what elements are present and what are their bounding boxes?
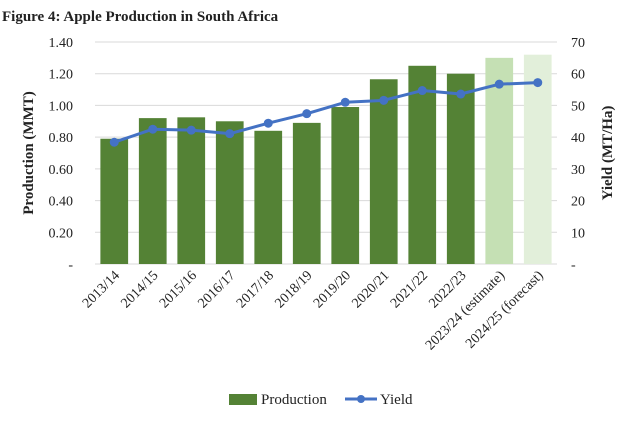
y2-tick-label: - [571, 258, 576, 273]
bar-2023/24 (estimate) [485, 57, 514, 264]
y-tick-label: 0.60 [49, 163, 74, 178]
yield-point-2018/19 [302, 109, 312, 119]
y-tick-label: - [68, 258, 73, 273]
bar-2013/14 [100, 138, 129, 264]
legend: Production Yield [229, 392, 413, 408]
y2-tick-label: 60 [571, 68, 585, 83]
x-tick-label: 2020/21 [350, 268, 393, 311]
legend-production-label: Production [261, 392, 327, 408]
x-tick-label: 2016/17 [196, 268, 239, 311]
yield-point-2023/24 (estimate) [494, 79, 504, 89]
yield-point-2013/14 [109, 137, 119, 147]
y2-tick-label: 20 [571, 195, 585, 210]
x-tick-label: 2013/14 [80, 268, 123, 311]
bar-2021/22 [408, 65, 437, 265]
yield-point-2015/16 [186, 125, 196, 135]
yield-line [113, 81, 538, 144]
yield-point-2014/15 [148, 124, 158, 134]
x-tick-label: 2018/19 [273, 268, 316, 311]
chart-title: Figure 4: Apple Production in South Afri… [2, 9, 279, 25]
bar-2016/17 [215, 121, 244, 265]
bar-2022/23 [446, 73, 475, 264]
legend-production-swatch [229, 394, 257, 405]
x-tick-label: 2015/16 [157, 268, 200, 311]
yield-point-2021/22 [417, 86, 427, 96]
y2-tick-label: 70 [571, 36, 585, 51]
bar-2015/16 [177, 117, 206, 264]
y2-tick-label: 30 [571, 163, 585, 178]
bar-2019/20 [331, 107, 360, 264]
y2-tick-label: 50 [571, 99, 585, 114]
y2-axis-label: Yield (MT/Ha) [600, 106, 616, 201]
x-tick-label: 2019/20 [311, 268, 354, 311]
yield-point-2016/17 [225, 129, 235, 139]
yield-point-2019/20 [340, 97, 350, 107]
bar-2014/15 [138, 118, 167, 264]
y2-tick-label: 40 [571, 131, 585, 146]
y-axis-label: Production (MMT) [21, 91, 37, 214]
legend-yield-label: Yield [380, 392, 413, 408]
x-tick-label: 2014/15 [119, 268, 162, 311]
x-tick-label: 2021/22 [388, 268, 431, 311]
x-tick-label: 2017/18 [234, 268, 277, 311]
bar-2020/21 [369, 79, 398, 264]
bar-2017/18 [254, 130, 283, 264]
yield-point-2020/21 [379, 95, 389, 105]
y2-tick-label: 10 [571, 226, 585, 241]
y-tick-label: 1.00 [49, 99, 74, 114]
yield-point-2024/25 (forecast) [533, 78, 543, 88]
yield-point-2017/18 [263, 118, 273, 128]
bar-2018/19 [292, 122, 321, 264]
y-tick-label: 0.20 [49, 226, 74, 241]
y-tick-label: 0.80 [49, 131, 74, 146]
y-tick-label: 1.20 [49, 68, 74, 83]
bar-2024/25 (forecast) [523, 54, 552, 264]
yield-point-2022/23 [456, 89, 466, 99]
legend-yield-marker [357, 395, 365, 403]
y-tick-label: 0.40 [49, 195, 74, 210]
y-tick-label: 1.40 [49, 36, 74, 51]
